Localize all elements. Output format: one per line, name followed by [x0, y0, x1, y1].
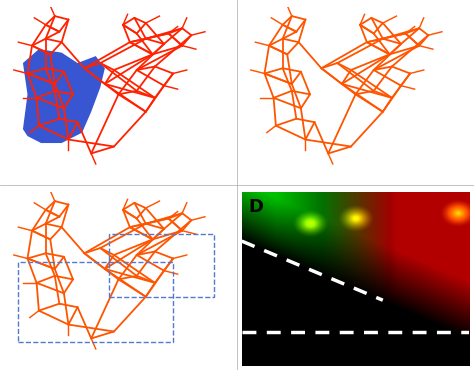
Bar	[109, 234, 214, 297]
Text: B: B	[248, 13, 262, 31]
Bar	[18, 262, 173, 342]
Polygon shape	[23, 49, 105, 143]
Text: C: C	[11, 198, 25, 216]
Text: A: A	[11, 13, 26, 31]
Text: D: D	[248, 198, 264, 216]
